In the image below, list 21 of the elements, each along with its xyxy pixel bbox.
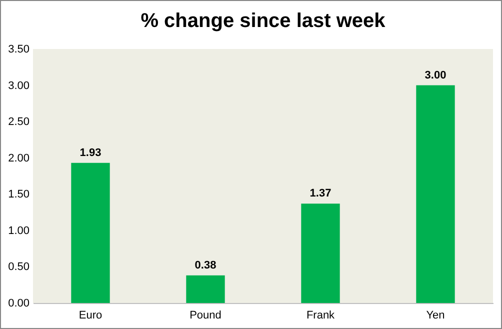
data-label: 0.38 xyxy=(194,259,216,272)
bar xyxy=(301,204,340,303)
bar xyxy=(416,85,455,303)
data-label: 1.93 xyxy=(80,146,102,159)
x-tick-label: Pound xyxy=(190,310,222,322)
data-label: 1.37 xyxy=(310,188,332,200)
y-tick-label: 0.00 xyxy=(8,298,30,310)
y-tick-label: 3.50 xyxy=(8,44,30,56)
y-tick-label: 1.00 xyxy=(8,224,30,237)
y-tick-label: 2.50 xyxy=(8,116,30,128)
x-tick-label: Euro xyxy=(78,310,102,322)
x-tick-label: Frank xyxy=(306,310,336,322)
y-tick-label: 2.00 xyxy=(8,152,30,164)
y-tick-label: 0.50 xyxy=(8,261,30,274)
x-tick-label: Yen xyxy=(426,310,445,322)
y-tick-label: 3.00 xyxy=(8,80,30,92)
bar xyxy=(71,162,110,303)
bar xyxy=(186,275,225,303)
chart-title: % change since last week xyxy=(140,10,386,32)
data-label: 3.00 xyxy=(424,69,446,82)
y-tick-label: 1.50 xyxy=(8,188,30,201)
